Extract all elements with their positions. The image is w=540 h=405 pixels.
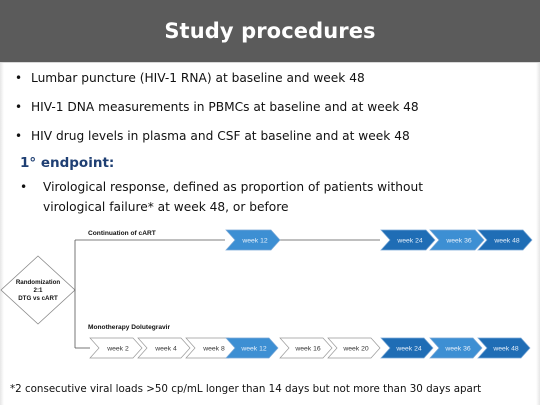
list-item: • HIV-1 DNA measurements in PBMCs at bas…	[15, 99, 530, 128]
visit-arrow	[477, 337, 531, 359]
visit-label: week 16	[294, 345, 321, 352]
visit-label: week 12	[241, 237, 268, 244]
visit-label: week 20	[342, 345, 369, 352]
visit-label: week 8	[202, 345, 225, 352]
bullet-icon: •	[15, 71, 23, 85]
visit-arrow	[279, 337, 333, 359]
endpoint-text: Virological response, defined as proport…	[43, 180, 423, 214]
footnote: *2 consecutive viral loads >50 cp/mL lon…	[10, 383, 482, 395]
visit-arrow	[380, 337, 434, 359]
top-arm-label: Continuation of cART	[88, 230, 156, 237]
bullet-icon: •	[15, 129, 23, 143]
visit-arrow	[477, 229, 533, 251]
study-timeline-diagram: Randomization 2:1 DTG vs cART Continuati…	[0, 229, 533, 359]
list-item: • Lumbar puncture (HIV-1 RNA) at baselin…	[15, 70, 530, 99]
visit-arrow	[327, 337, 381, 359]
visit-arrow	[225, 337, 279, 359]
visit-arrow	[429, 229, 485, 251]
top-arm-visits: week 12 week 24 week 36 week 48	[225, 229, 533, 251]
visit-label: week 48	[492, 345, 519, 352]
visit-label: week 4	[154, 345, 177, 352]
randomization-arms: DTG vs cART	[18, 295, 58, 302]
randomization-label: Randomization	[16, 279, 61, 286]
visit-label: week 48	[493, 237, 520, 244]
randomization-ratio: 2:1	[34, 287, 44, 294]
slide-title: Study procedures	[164, 19, 376, 43]
visit-arrow	[429, 337, 483, 359]
bottom-arm-visits: week 2 week 4 week 8 week 12 week 16 week 20 w…	[89, 337, 531, 359]
title-bar: Study procedures	[0, 0, 540, 63]
visit-label: week 24	[396, 237, 423, 244]
bullet-icon: •	[20, 180, 28, 194]
left-shadow	[0, 0, 4, 405]
bullet-text: HIV-1 DNA measurements in PBMCs at basel…	[31, 100, 419, 114]
visit-arrow	[380, 229, 436, 251]
visit-label: week 36	[445, 237, 472, 244]
visit-arrow	[89, 337, 143, 359]
bullet-text: HIV drug levels in plasma and CSF at bas…	[31, 129, 410, 143]
list-item: • HIV drug levels in plasma and CSF at b…	[15, 128, 530, 157]
bottom-arm-label: Monotherapy Dolutegravir	[88, 324, 170, 331]
endpoint-heading: 1° endpoint:	[20, 155, 115, 171]
randomization-diamond	[0, 255, 76, 325]
procedure-list: • Lumbar puncture (HIV-1 RNA) at baselin…	[15, 70, 530, 157]
visit-arrow	[137, 337, 191, 359]
visit-arrow	[225, 229, 281, 251]
visit-label: week 24	[395, 345, 422, 352]
visit-label: week 36	[444, 345, 471, 352]
bullet-icon: •	[15, 100, 23, 114]
visit-label: week 12	[240, 345, 267, 352]
endpoint-definition: • Virological response, defined as propo…	[20, 177, 440, 217]
bullet-text: Lumbar puncture (HIV-1 RNA) at baseline …	[31, 71, 365, 85]
visit-label: week 2	[106, 345, 129, 352]
